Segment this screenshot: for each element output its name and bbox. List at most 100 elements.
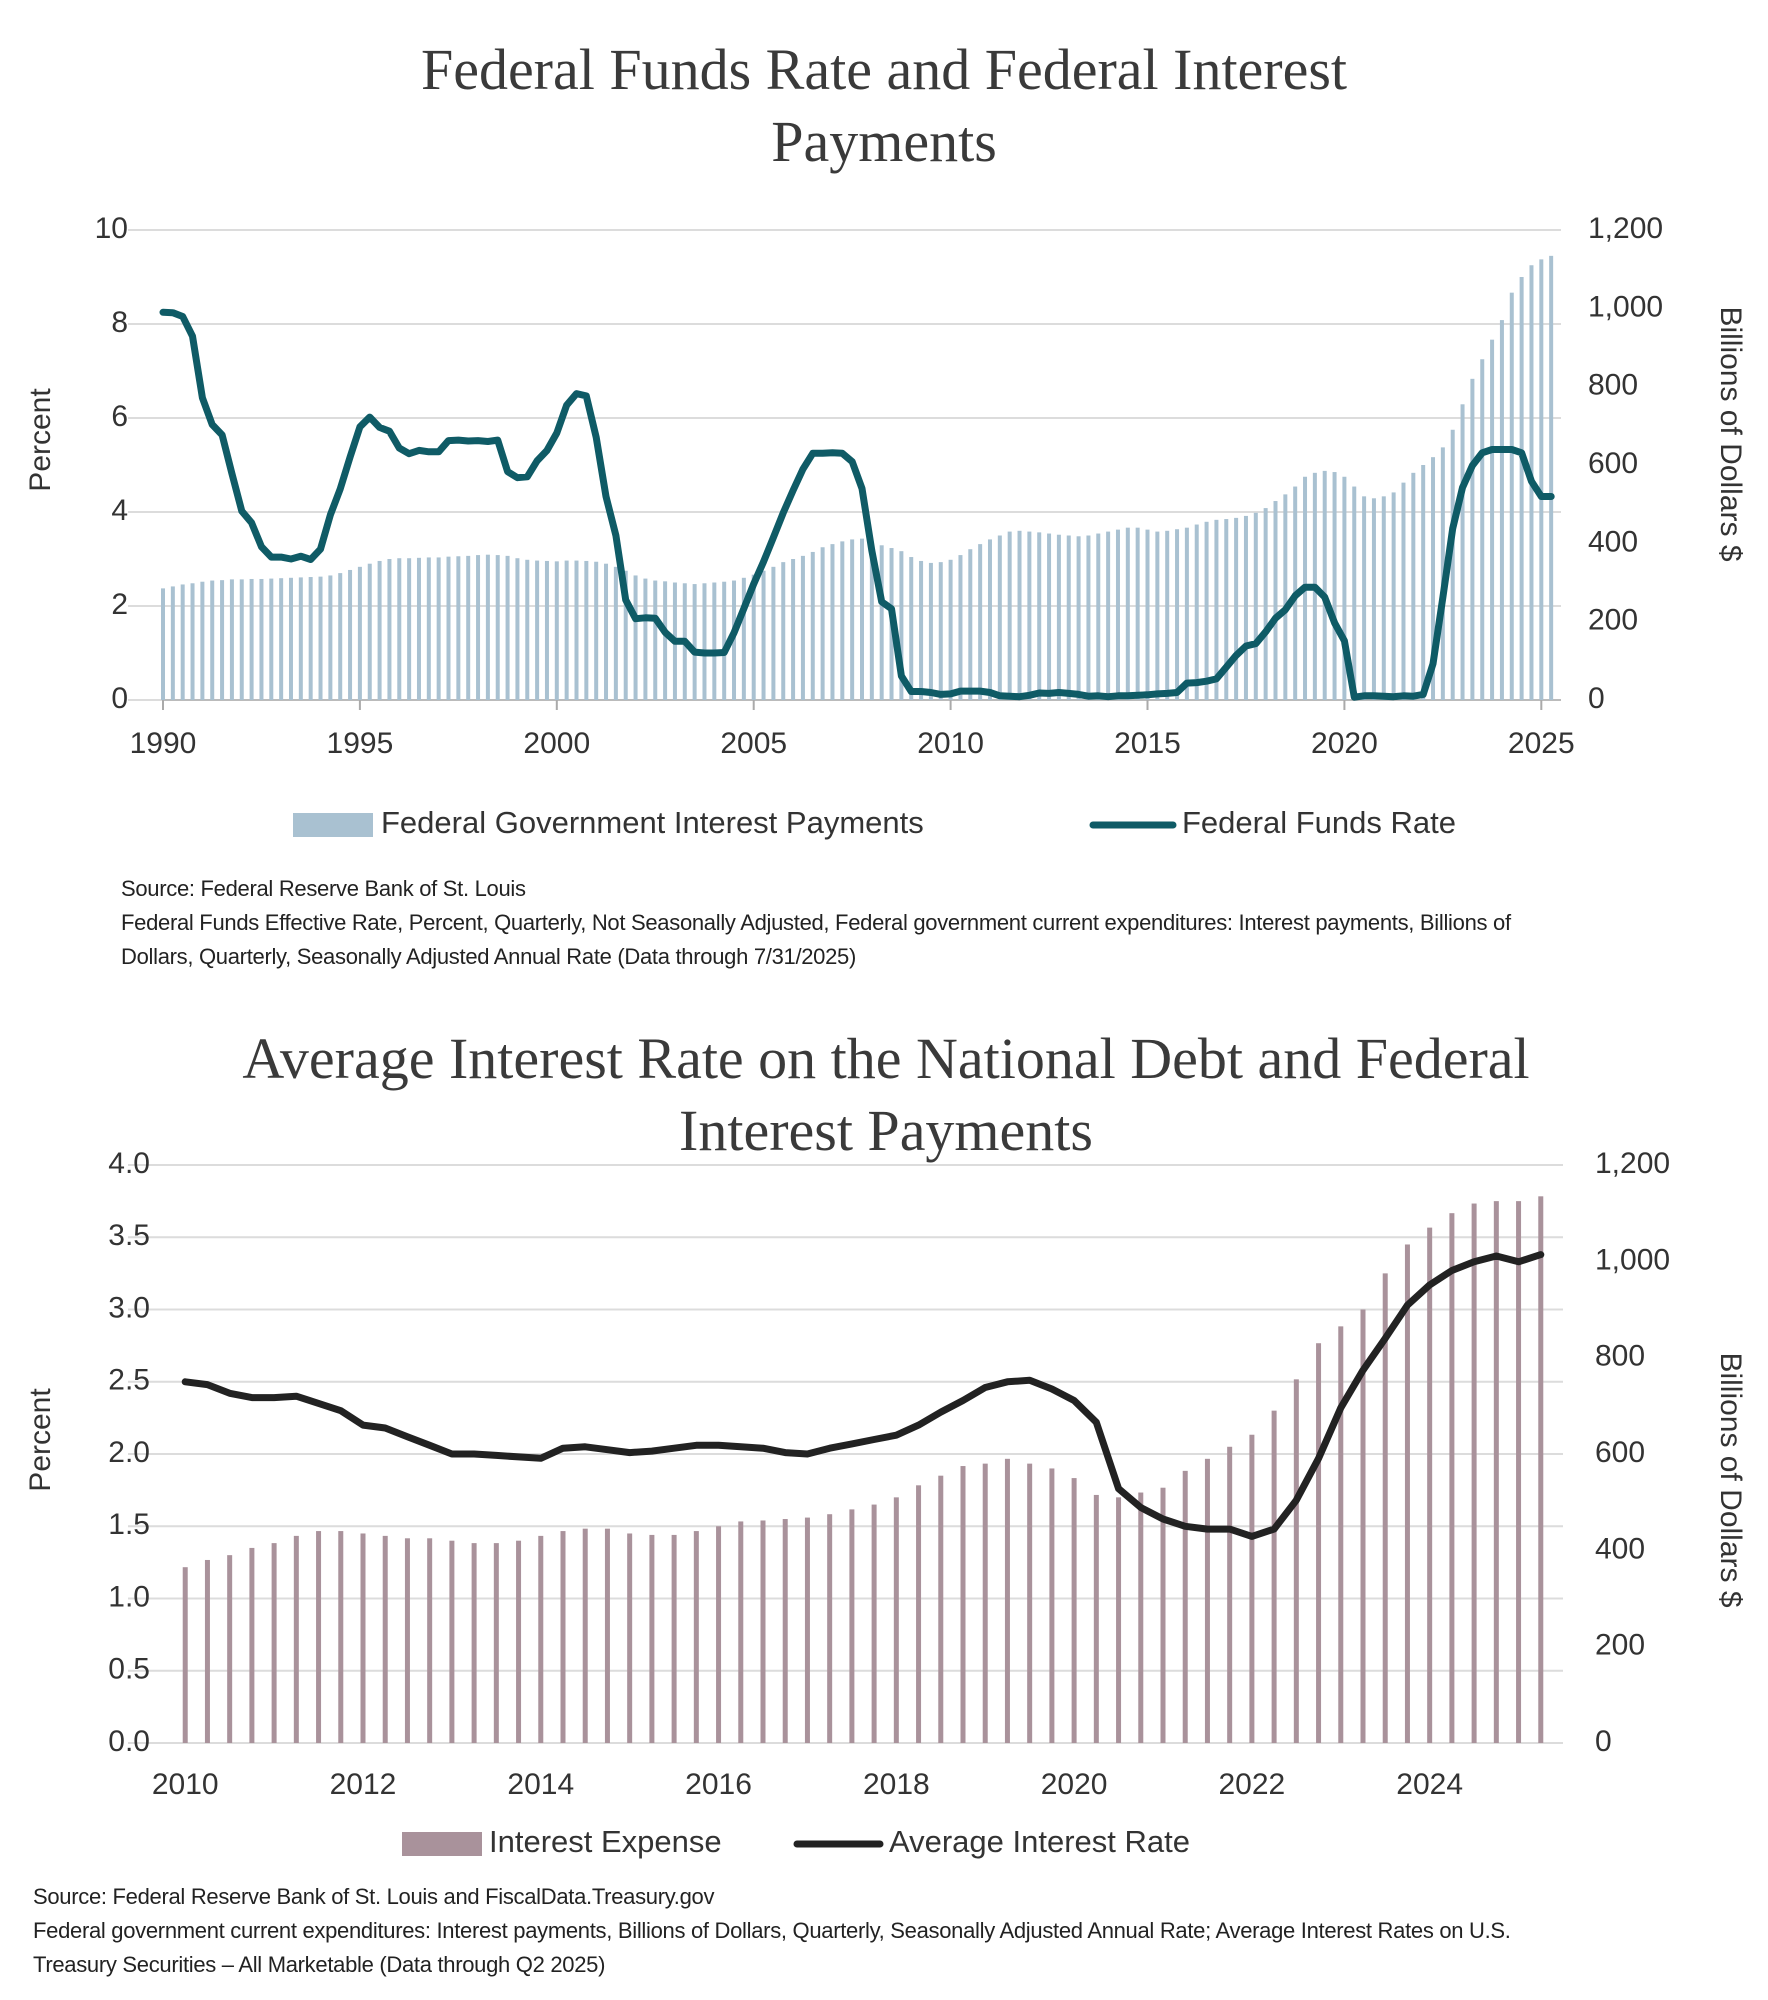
source-note: Source: Federal Reserve Bank of St. Loui… bbox=[121, 876, 526, 901]
bar bbox=[594, 561, 599, 700]
bar bbox=[200, 581, 205, 700]
x-tick-label: 2014 bbox=[507, 1768, 574, 1801]
y2-tick-label: 800 bbox=[1588, 369, 1638, 402]
bar bbox=[1381, 496, 1386, 700]
bar bbox=[574, 560, 579, 700]
bar bbox=[229, 579, 234, 700]
bar bbox=[1165, 530, 1170, 700]
bar bbox=[525, 559, 530, 700]
x-tick-label: 1995 bbox=[327, 727, 394, 760]
bar bbox=[535, 560, 540, 700]
bar bbox=[554, 561, 559, 700]
bar bbox=[293, 1535, 299, 1743]
bar bbox=[249, 578, 254, 700]
bar bbox=[1037, 532, 1042, 700]
x-tick-label: 2015 bbox=[1114, 727, 1181, 760]
bar bbox=[1224, 519, 1229, 700]
bar bbox=[1056, 534, 1061, 700]
bar bbox=[1404, 1244, 1410, 1743]
bar bbox=[1332, 472, 1337, 700]
y2-tick-label: 400 bbox=[1595, 1532, 1645, 1565]
bar bbox=[1509, 292, 1514, 700]
y-tick-label: 2.5 bbox=[108, 1364, 150, 1397]
x-tick-label: 2020 bbox=[1311, 727, 1378, 760]
bar bbox=[1471, 1203, 1477, 1743]
bar bbox=[938, 562, 943, 700]
bar bbox=[791, 559, 796, 700]
bar bbox=[1519, 277, 1524, 700]
bar bbox=[712, 582, 717, 700]
bar bbox=[751, 574, 756, 700]
bar bbox=[830, 544, 835, 700]
bar bbox=[505, 555, 510, 700]
bar bbox=[850, 539, 855, 700]
bar bbox=[899, 551, 904, 700]
bar bbox=[1182, 1470, 1188, 1743]
bar bbox=[1145, 529, 1150, 700]
bar bbox=[1322, 470, 1327, 700]
bar bbox=[1316, 1343, 1322, 1743]
bar bbox=[298, 577, 303, 700]
bar bbox=[190, 583, 195, 700]
legend-swatch bbox=[402, 1832, 482, 1856]
legend-label: Interest Expense bbox=[489, 1824, 722, 1859]
bar bbox=[404, 1538, 410, 1743]
bar bbox=[560, 1531, 566, 1743]
bar bbox=[738, 1521, 744, 1743]
bar bbox=[1539, 259, 1544, 700]
bar bbox=[377, 560, 382, 700]
x-tick-label: 2018 bbox=[863, 1768, 930, 1801]
bar bbox=[249, 1547, 255, 1743]
y2-tick-label: 600 bbox=[1588, 447, 1638, 480]
bar bbox=[1411, 472, 1416, 700]
y2-tick-label: 400 bbox=[1588, 525, 1638, 558]
bar bbox=[1004, 1458, 1010, 1743]
bar bbox=[210, 580, 215, 700]
bar bbox=[958, 555, 963, 700]
bar bbox=[604, 1528, 610, 1743]
bar bbox=[1283, 494, 1288, 700]
bar bbox=[871, 1504, 877, 1743]
bar bbox=[879, 545, 884, 700]
y2-tick-label: 0 bbox=[1588, 682, 1605, 715]
bar bbox=[722, 581, 727, 700]
bar bbox=[860, 538, 864, 700]
bar bbox=[1338, 1326, 1344, 1743]
legend-swatch bbox=[293, 813, 373, 837]
y-tick-label: 4 bbox=[111, 494, 128, 527]
bar bbox=[849, 1509, 855, 1743]
bar bbox=[978, 544, 983, 700]
bar bbox=[180, 584, 185, 700]
bar bbox=[1106, 531, 1111, 700]
bar bbox=[1086, 535, 1091, 700]
y-tick-label: 8 bbox=[111, 306, 128, 339]
bar bbox=[1499, 320, 1504, 700]
bar bbox=[1480, 359, 1485, 700]
x-tick-label: 2000 bbox=[523, 727, 590, 760]
y-tick-label: 6 bbox=[111, 400, 128, 433]
bar bbox=[271, 1543, 277, 1743]
y-tick-label: 2.0 bbox=[108, 1436, 150, 1469]
bar bbox=[800, 555, 805, 700]
bar bbox=[582, 1528, 588, 1743]
x-tick-label: 2025 bbox=[1508, 727, 1575, 760]
legend-label: Federal Government Interest Payments bbox=[381, 805, 924, 840]
bar bbox=[288, 577, 293, 700]
y-tick-label: 1.0 bbox=[108, 1580, 150, 1613]
y2-axis-title: Billions of Dollars $ bbox=[1714, 1352, 1747, 1607]
bar bbox=[564, 560, 569, 700]
bar bbox=[584, 560, 589, 700]
y-tick-label: 1.5 bbox=[108, 1508, 150, 1541]
bar bbox=[220, 580, 225, 700]
bar bbox=[1253, 512, 1258, 700]
bar bbox=[781, 562, 786, 700]
bar bbox=[1352, 486, 1357, 700]
bar bbox=[782, 1519, 788, 1743]
bar bbox=[1017, 530, 1022, 700]
bar bbox=[1493, 1201, 1499, 1743]
bar bbox=[1076, 536, 1081, 700]
bar bbox=[1431, 457, 1436, 700]
bar bbox=[613, 566, 618, 700]
bar bbox=[671, 1534, 677, 1743]
bar bbox=[960, 1466, 966, 1743]
